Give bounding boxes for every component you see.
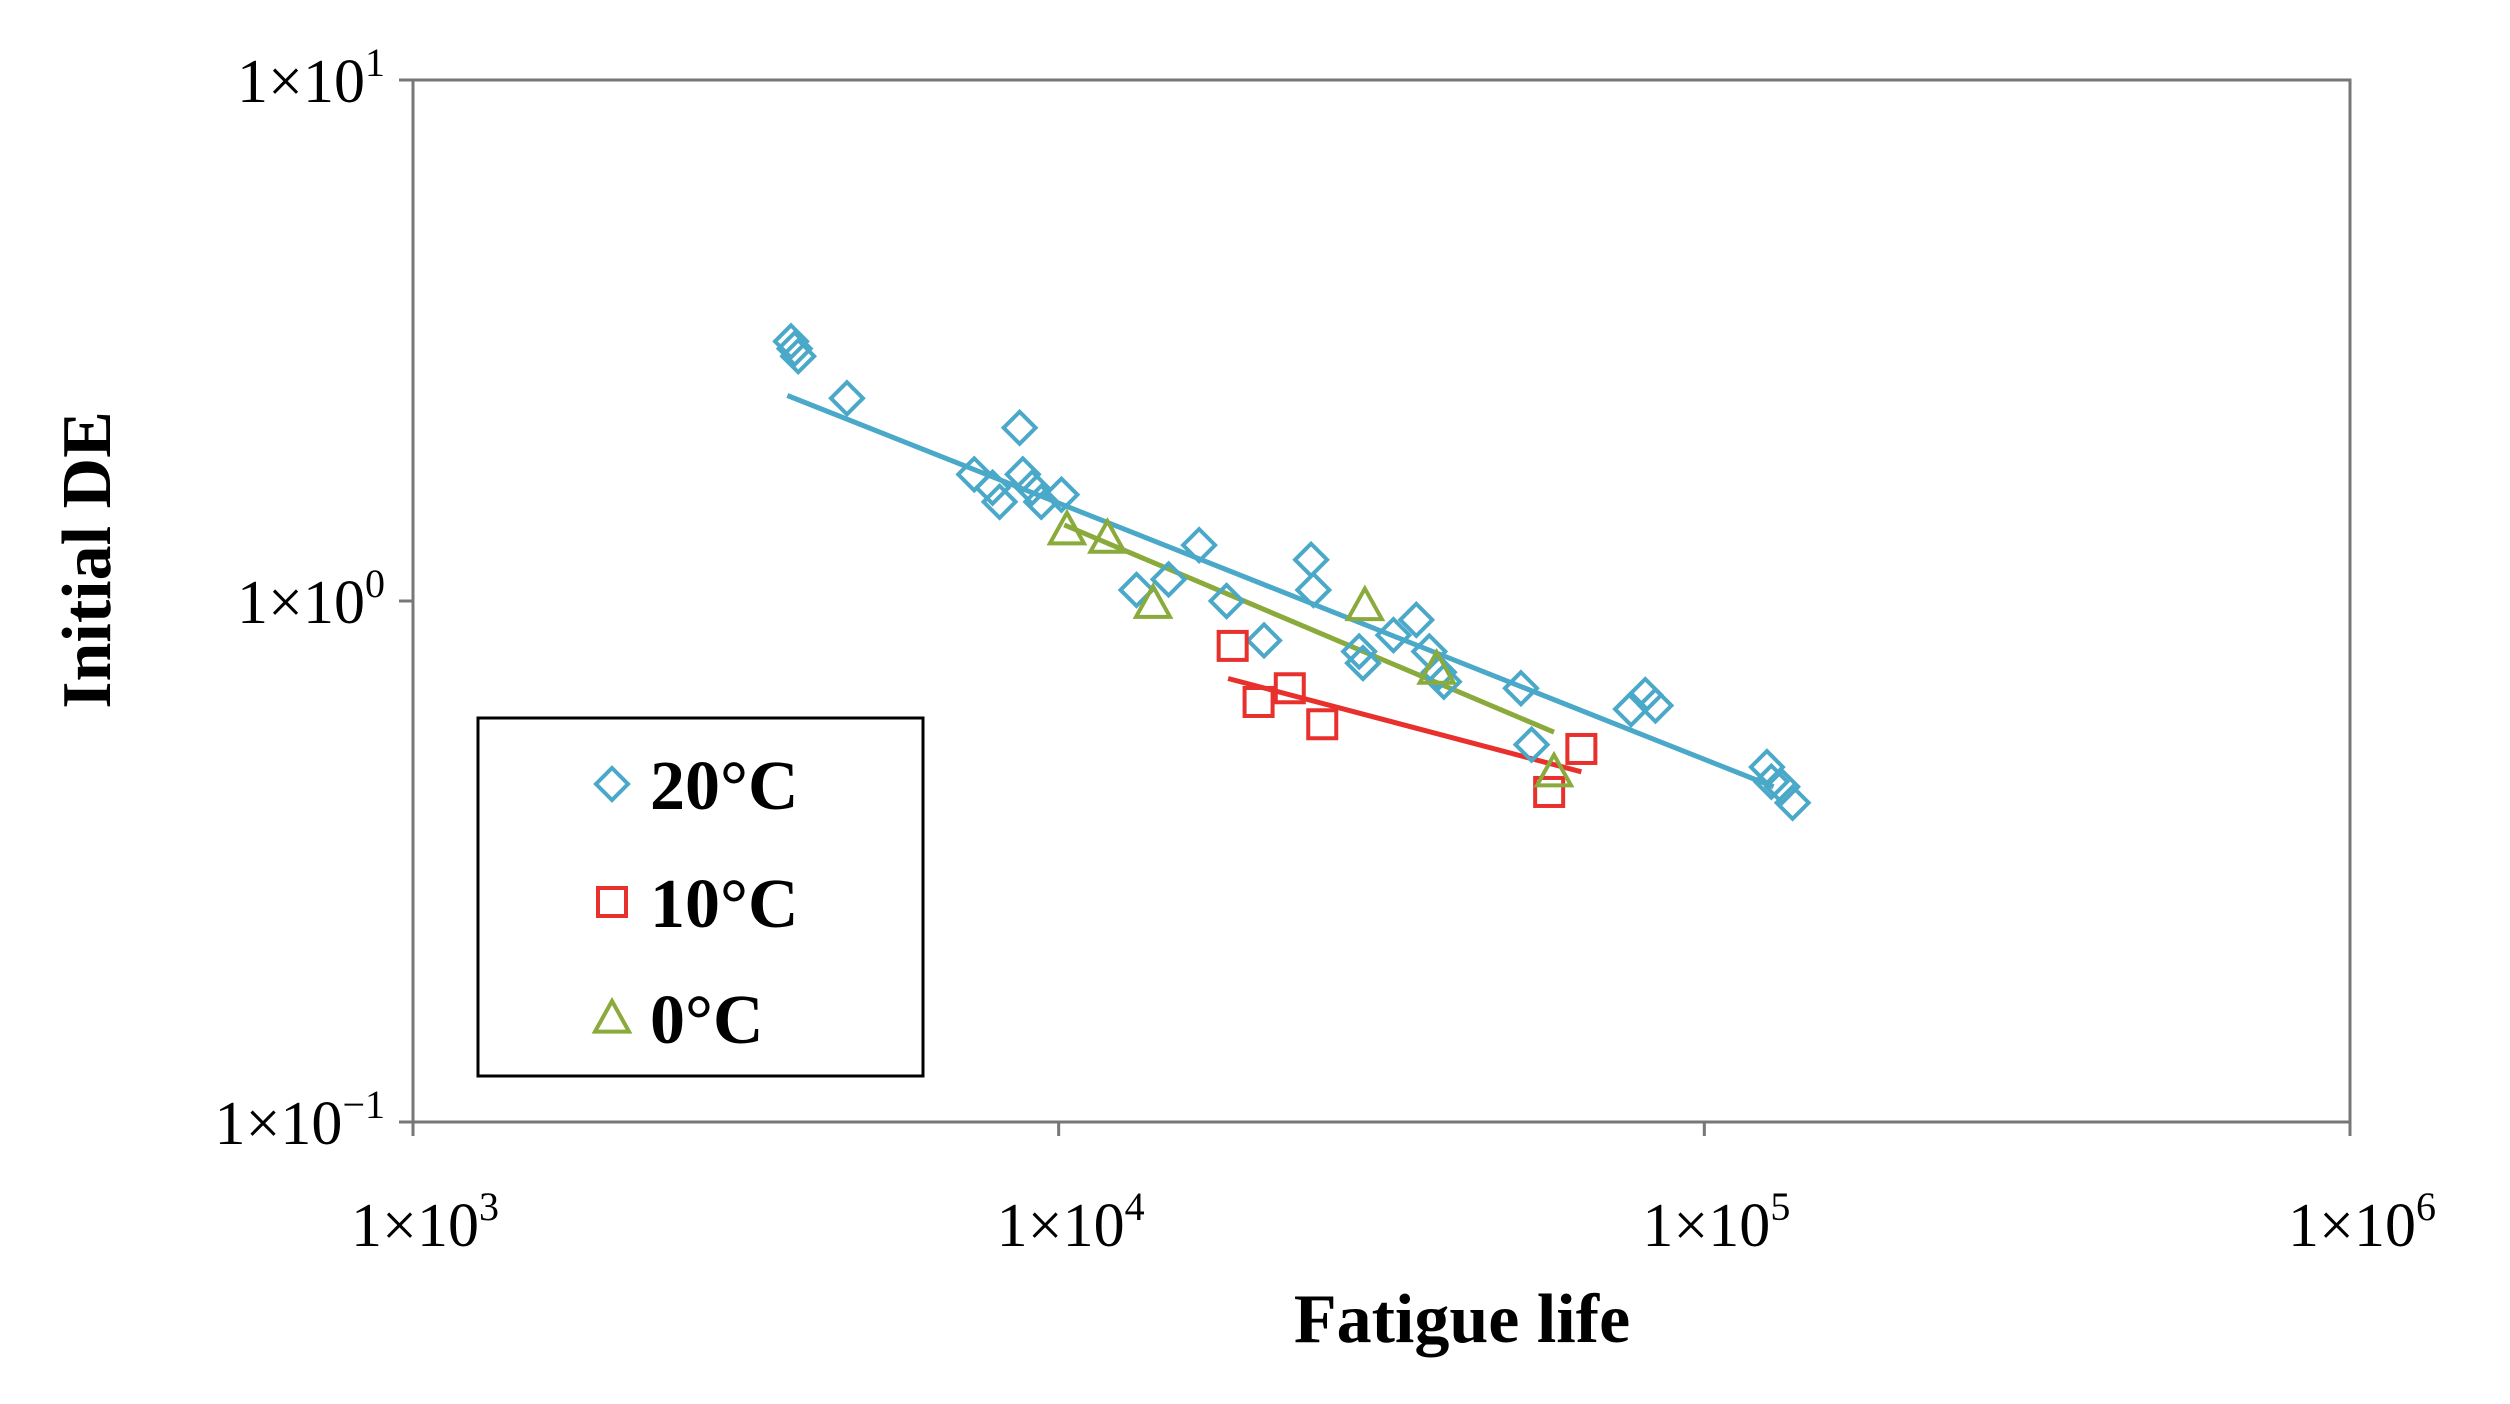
data-point [1117,571,1156,609]
trendline [1227,676,1583,775]
data-point [1752,762,1791,801]
x-tick-label: 1×104 [997,1184,1145,1260]
data-point [1046,508,1088,546]
data-point [955,455,994,494]
data-point [1533,750,1575,788]
data-point [1306,708,1339,741]
x-tick-label: 1×106 [2288,1184,2436,1260]
legend-box [476,716,925,1078]
data-point [1149,560,1188,599]
data-point [1340,632,1378,671]
data-point [1425,662,1463,701]
legend-label: 20°C [650,748,799,825]
data-point [980,483,1019,521]
data-point [1512,725,1551,764]
legend-label: 0°C [650,982,764,1059]
data-points [772,322,1812,822]
data-point [1245,621,1283,660]
data-point [1502,669,1540,708]
data-point [1216,629,1249,662]
legend-marker [593,765,631,803]
data-point [1748,748,1786,786]
data-point [779,337,818,376]
data-point [1087,517,1128,554]
x-axis-title: Fatigue life [1294,1281,1630,1358]
data-point [1773,783,1812,822]
data-point [1022,483,1061,521]
data-point [1565,732,1598,765]
y-axis-ticks [399,78,413,1124]
data-point [1636,686,1675,725]
data-point [1242,685,1275,718]
data-point [1273,672,1306,705]
data-point [775,329,814,368]
data-point [1374,616,1413,654]
data-point [1397,601,1436,639]
data-point [973,468,1012,507]
x-tick-label: 1×103 [351,1184,499,1260]
y-tick-label: 1×100 [237,561,385,637]
legend-label: 10°C [650,866,799,943]
trendline [786,393,1775,790]
legend: 20°C 10°C 0°C [476,716,925,1078]
data-point [1013,468,1052,507]
legend-marker [591,996,633,1034]
legend-marker [596,886,628,918]
data-point [1533,775,1566,808]
y-tick-label: 1×101 [237,40,385,116]
trendlines [786,393,1775,790]
data-point [1042,475,1081,514]
x-axis-tick-labels: 1×103 1×104 1×105 1×106 [351,1184,2436,1260]
data-point [1207,582,1246,620]
data-point [1344,644,1382,682]
trendline [1063,522,1555,735]
data-point [1132,582,1174,619]
data-point [1344,584,1386,622]
x-axis-ticks [411,1122,2352,1136]
x-tick-label: 1×105 [1642,1184,1790,1260]
data-point [772,322,810,361]
y-axis-title: Initial DE [49,411,126,709]
data-point [828,379,866,418]
data-point [1416,648,1458,685]
data-point [1003,455,1042,494]
data-point [1294,571,1333,609]
y-axis-tick-labels: 1×101 1×100 1×10−1 [214,40,385,1158]
data-point [1763,767,1802,806]
data-point [1000,408,1039,447]
data-point [1180,526,1218,564]
data-point [1292,540,1330,579]
y-tick-label: 1×10−1 [214,1082,385,1158]
